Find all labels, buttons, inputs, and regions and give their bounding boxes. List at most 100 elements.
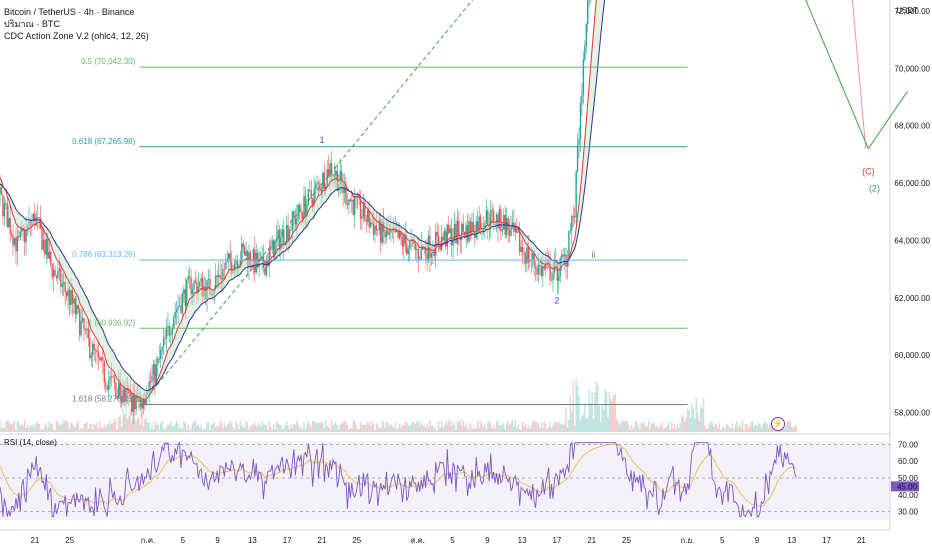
candle-body [122, 389, 124, 403]
indicator-label: CDC Action Zone V.2 (ohlc4, 12, 26) [4, 31, 149, 41]
candle-body [32, 213, 35, 221]
volume-bar [301, 429, 304, 432]
volume-bar [488, 420, 490, 432]
candle-body [93, 343, 95, 350]
candle-body [568, 230, 570, 259]
candle-body [264, 267, 266, 276]
candle-body [71, 290, 74, 304]
volume-bar [442, 427, 444, 432]
candle-body [511, 222, 514, 228]
volume-bar [766, 423, 768, 432]
candle-body [497, 214, 499, 229]
volume-bar [792, 427, 794, 432]
volume-bar [91, 429, 94, 432]
candle-body [539, 265, 541, 267]
volume-bar [568, 420, 570, 432]
candle-body [514, 226, 517, 232]
rsi-title: RSI (14, close) [4, 438, 57, 447]
fib-label-0.618: 0.618 (67,265.98) [72, 137, 135, 146]
volume-bar [487, 422, 489, 432]
volume-bar [369, 425, 372, 432]
candle-body [437, 235, 440, 246]
lightning-icon[interactable]: ⚡ [771, 417, 785, 431]
candle-body [300, 211, 302, 214]
volume-bar [394, 423, 396, 432]
volume-bar [573, 424, 576, 432]
fib-label-0.786: 0.786 (63,313.26) [72, 250, 135, 259]
candle-body [313, 188, 315, 207]
candle-body [268, 248, 270, 267]
candle-body [325, 186, 327, 190]
time-axis-tick: 13 [248, 536, 257, 545]
volume-bar [368, 423, 370, 432]
volume-bar [212, 423, 214, 432]
currency-label[interactable]: USDT [896, 6, 918, 15]
candle-body [73, 298, 75, 304]
candle-body [575, 171, 577, 218]
volume-bar [725, 423, 728, 432]
candle-body [293, 211, 295, 218]
projection-line [805, 0, 869, 149]
volume-bar [223, 422, 226, 432]
volume-bar [133, 418, 136, 432]
volume-bar [795, 424, 797, 432]
volume-bar [129, 409, 132, 432]
volume-bar [481, 424, 483, 432]
volume-bar [196, 425, 198, 432]
volume-bar [381, 421, 383, 432]
candle-body [277, 229, 279, 239]
volume-bar [702, 398, 705, 432]
volume-bar [100, 427, 103, 432]
candle-body [582, 59, 585, 96]
volume-bar [485, 428, 488, 432]
candle-body [45, 238, 48, 255]
time-axis-tick: 9 [485, 536, 490, 545]
time-axis-tick: 25 [352, 536, 361, 545]
volume-bar [177, 423, 179, 432]
volume-bar [730, 428, 732, 432]
volume-bar [630, 424, 632, 432]
candle-body [41, 228, 43, 250]
candle-body [398, 230, 401, 239]
volume-bar [325, 420, 327, 432]
candle-body [556, 262, 559, 281]
volume-bar [352, 421, 354, 432]
candle-body [0, 187, 1, 195]
candle-body [170, 334, 172, 336]
candle-body [456, 220, 459, 244]
candle-body [87, 328, 90, 339]
candle-body [329, 163, 331, 177]
volume-bar [432, 425, 434, 432]
candle-body [68, 289, 71, 306]
volume-bar [255, 426, 257, 432]
volume-bar [16, 420, 19, 432]
volume-bar [10, 424, 13, 432]
volume-bar [171, 425, 173, 432]
candle-body [380, 218, 382, 243]
volume-bar [643, 421, 645, 432]
time-axis-tick: 21 [30, 536, 39, 545]
volume-bar [592, 418, 595, 432]
candle-body [369, 222, 372, 228]
wave-label: ii [591, 250, 595, 260]
volume-bar [666, 426, 669, 432]
candle-body [196, 281, 198, 295]
volume-bar [495, 421, 498, 432]
volume-bar [362, 425, 365, 432]
volume-bar [631, 428, 634, 432]
volume-bar [375, 422, 378, 432]
volume-bar [549, 421, 551, 432]
candle-body [534, 265, 537, 268]
volume-bar [190, 429, 192, 432]
volume-bar [668, 422, 670, 432]
candle-body [34, 213, 36, 226]
candle-body [477, 221, 479, 233]
candle-body [154, 363, 156, 384]
volume-bar [249, 426, 252, 432]
candle-body [239, 260, 242, 266]
volume-bar [521, 421, 524, 432]
volume-bar [210, 424, 213, 432]
candle-body [475, 221, 477, 238]
volume-bar [115, 421, 117, 432]
